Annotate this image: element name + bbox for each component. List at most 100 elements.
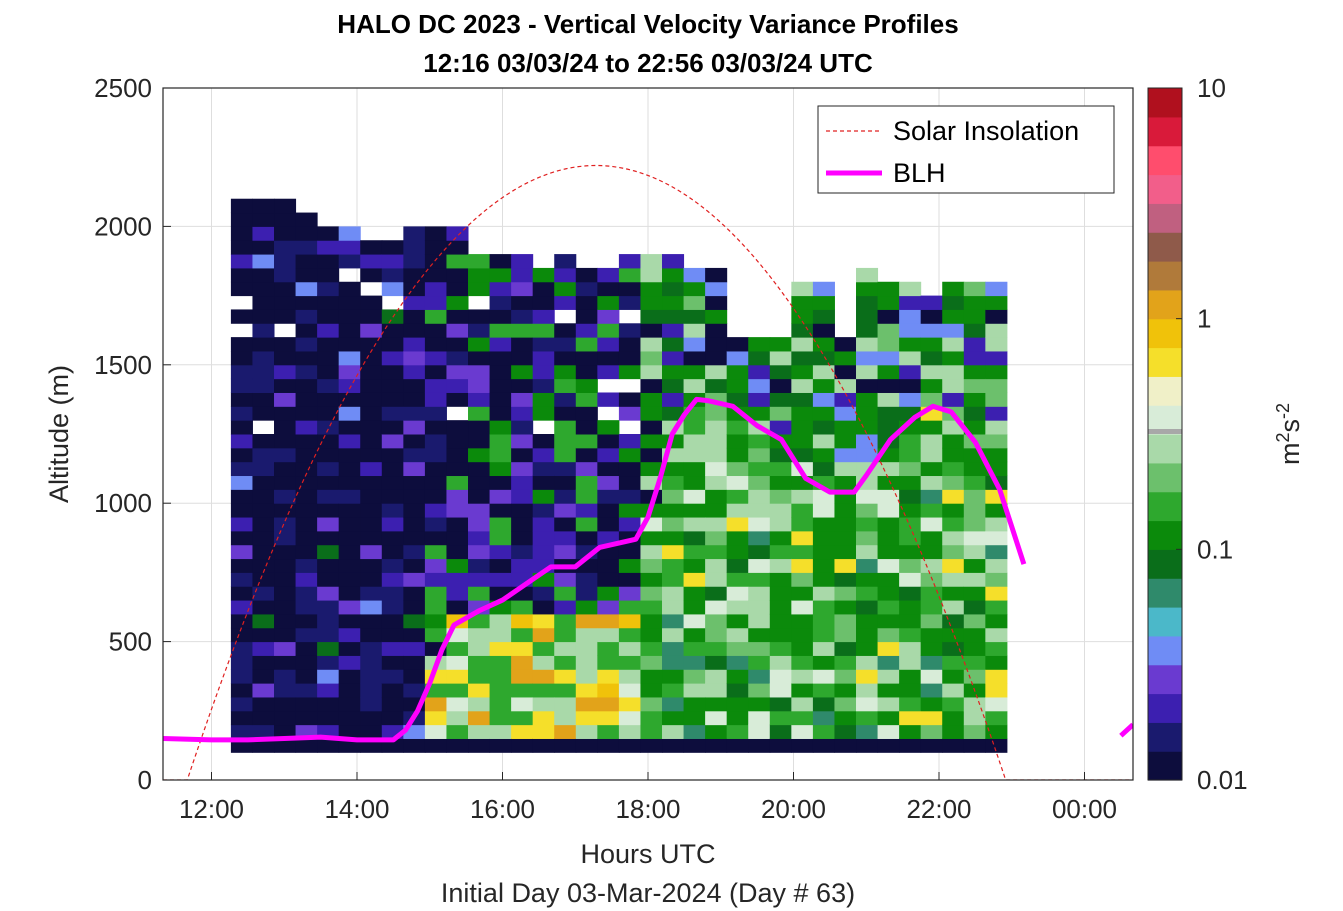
heatmap-cell <box>963 613 986 629</box>
heatmap-cell <box>468 558 491 573</box>
heatmap-cell <box>317 420 340 435</box>
heatmap-cell <box>662 655 685 670</box>
heatmap-cell <box>748 641 771 656</box>
heatmap-cell <box>511 434 534 449</box>
heatmap-cell <box>446 392 469 407</box>
heatmap-cell <box>446 378 469 393</box>
heatmap-cell <box>640 406 663 421</box>
heatmap-cell <box>230 530 253 546</box>
heatmap-cell <box>683 323 706 338</box>
heatmap-cell <box>317 586 340 601</box>
heatmap-cell <box>920 475 943 490</box>
heatmap-cell <box>597 517 620 532</box>
heatmap-cell <box>942 503 965 518</box>
heatmap-cell <box>489 530 512 546</box>
heatmap-cell <box>403 281 426 297</box>
heatmap-cell <box>295 434 318 449</box>
heatmap-cell <box>942 392 965 407</box>
heatmap-cell <box>360 724 383 739</box>
heatmap-cell <box>575 337 598 352</box>
heatmap-cell <box>274 295 297 310</box>
heatmap-cell <box>963 710 986 726</box>
heatmap-cell <box>640 683 663 698</box>
heatmap-cell <box>726 710 749 726</box>
heatmap-cell <box>877 696 900 712</box>
heatmap-cell <box>834 586 857 601</box>
heatmap-cell <box>446 517 469 532</box>
heatmap-cell <box>338 572 361 587</box>
heatmap-cell <box>812 503 835 518</box>
heatmap-cell <box>338 475 361 490</box>
heatmap-cell <box>877 489 900 504</box>
heatmap-cell <box>338 420 361 435</box>
heatmap-cell <box>338 240 361 255</box>
heatmap-cell <box>403 267 426 283</box>
heatmap-cell <box>769 544 792 560</box>
heatmap-cell <box>338 627 361 643</box>
heatmap-cell <box>597 447 620 463</box>
heatmap-cell <box>920 627 943 643</box>
heatmap-cell <box>317 544 340 560</box>
heatmap-cell <box>360 434 383 449</box>
heatmap-cell <box>446 669 469 684</box>
heatmap-cell <box>791 364 814 380</box>
heatmap-cell <box>554 489 577 504</box>
heatmap-cell <box>683 558 706 573</box>
heatmap-cell <box>856 420 879 435</box>
heatmap-cell <box>705 530 728 546</box>
heatmap-cell <box>360 447 383 463</box>
heatmap-cell <box>317 309 340 324</box>
heatmap-cell <box>274 461 297 477</box>
heatmap-cell <box>812 350 835 366</box>
heatmap-cell <box>877 503 900 518</box>
heatmap-cell <box>705 406 728 421</box>
heatmap-cell <box>230 517 253 532</box>
heatmap-cell <box>726 489 749 504</box>
heatmap-cell <box>338 434 361 449</box>
heatmap-cell <box>295 613 318 629</box>
heatmap-cell <box>618 323 641 338</box>
colorbar-segment <box>1148 376 1182 406</box>
heatmap-cell <box>252 696 275 712</box>
heatmap-cell <box>317 434 340 449</box>
heatmap-cell <box>812 655 835 670</box>
heatmap-cell <box>812 738 835 753</box>
heatmap-cell <box>834 364 857 380</box>
heatmap-cell <box>899 378 922 393</box>
heatmap-cell <box>446 655 469 670</box>
heatmap-cell <box>511 281 534 297</box>
heatmap-cell <box>403 240 426 255</box>
heatmap-cell <box>446 309 469 324</box>
heatmap-cell <box>489 627 512 643</box>
heatmap-cell <box>360 309 383 324</box>
heatmap-cell <box>230 447 253 463</box>
heatmap-cell <box>618 558 641 573</box>
heatmap-cell <box>489 724 512 739</box>
heatmap-cell <box>446 489 469 504</box>
colorbar-segment <box>1148 549 1182 579</box>
heatmap-cell <box>381 378 404 393</box>
colorbar-label: m2s-2 <box>1273 403 1305 465</box>
chart-subtitle: 12:16 03/03/24 to 22:56 03/03/24 UTC <box>423 48 873 78</box>
heatmap-cell <box>705 655 728 670</box>
heatmap-cell <box>338 669 361 684</box>
heatmap-cell <box>877 378 900 393</box>
heatmap-cell <box>338 544 361 560</box>
heatmap-cell <box>274 267 297 283</box>
heatmap-cell <box>489 392 512 407</box>
heatmap-cell <box>424 558 447 573</box>
heatmap-cell <box>575 572 598 587</box>
heatmap-cell <box>230 406 253 421</box>
heatmap-cell <box>424 240 447 255</box>
heatmap-cell <box>295 420 318 435</box>
heatmap-cell <box>640 267 663 283</box>
heatmap-cell <box>338 530 361 546</box>
heatmap-cell <box>618 613 641 629</box>
heatmap-cell <box>985 434 1008 449</box>
heatmap-cell <box>791 503 814 518</box>
heatmap-cell <box>920 696 943 712</box>
heatmap-cell <box>468 461 491 477</box>
heatmap-cell <box>662 378 685 393</box>
heatmap-cell <box>640 254 663 269</box>
heatmap-cell <box>985 530 1008 546</box>
